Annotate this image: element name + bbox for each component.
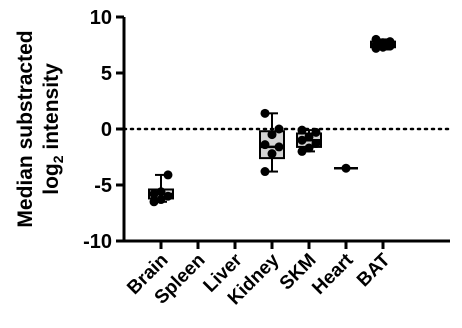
data-point: [149, 189, 159, 199]
data-point: [297, 146, 307, 156]
data-point: [260, 108, 270, 118]
data-point: [378, 38, 388, 48]
data-point: [149, 197, 159, 207]
y-tick-label: 0: [101, 119, 112, 141]
y-axis-title-log: log: [40, 163, 63, 195]
y-tick-label: -5: [94, 175, 112, 197]
data-point: [297, 135, 307, 145]
data-point: [297, 125, 307, 135]
data-point: [267, 149, 277, 159]
y-axis-title-line2: log2 intensity: [40, 63, 66, 195]
y-axis-title-intensity: intensity: [40, 63, 63, 156]
data-point: [371, 34, 381, 44]
data-point: [341, 163, 351, 173]
data-point: [304, 143, 314, 153]
x-category-label: Heart: [308, 249, 358, 299]
data-point: [156, 195, 166, 205]
x-category-label: BAT: [353, 249, 395, 291]
data-point: [267, 130, 277, 140]
y-tick-label: 10: [90, 7, 112, 29]
data-point: [274, 142, 284, 152]
y-tick-label: 5: [101, 63, 112, 85]
y-tick-label: -10: [83, 231, 112, 253]
box-layer: [148, 38, 396, 203]
data-point: [311, 139, 321, 149]
y-axis-title-subscript: 2: [50, 155, 66, 163]
data-point: [385, 37, 395, 47]
data-point: [304, 132, 314, 142]
data-point: [274, 124, 284, 134]
point-layer: [149, 34, 395, 207]
data-point: [163, 191, 173, 201]
data-point: [260, 167, 270, 177]
y-axis-title-line1: Median substracted: [14, 30, 37, 227]
data-point: [311, 127, 321, 137]
data-point: [156, 187, 166, 197]
data-point: [163, 170, 173, 180]
data-point: [260, 140, 270, 150]
